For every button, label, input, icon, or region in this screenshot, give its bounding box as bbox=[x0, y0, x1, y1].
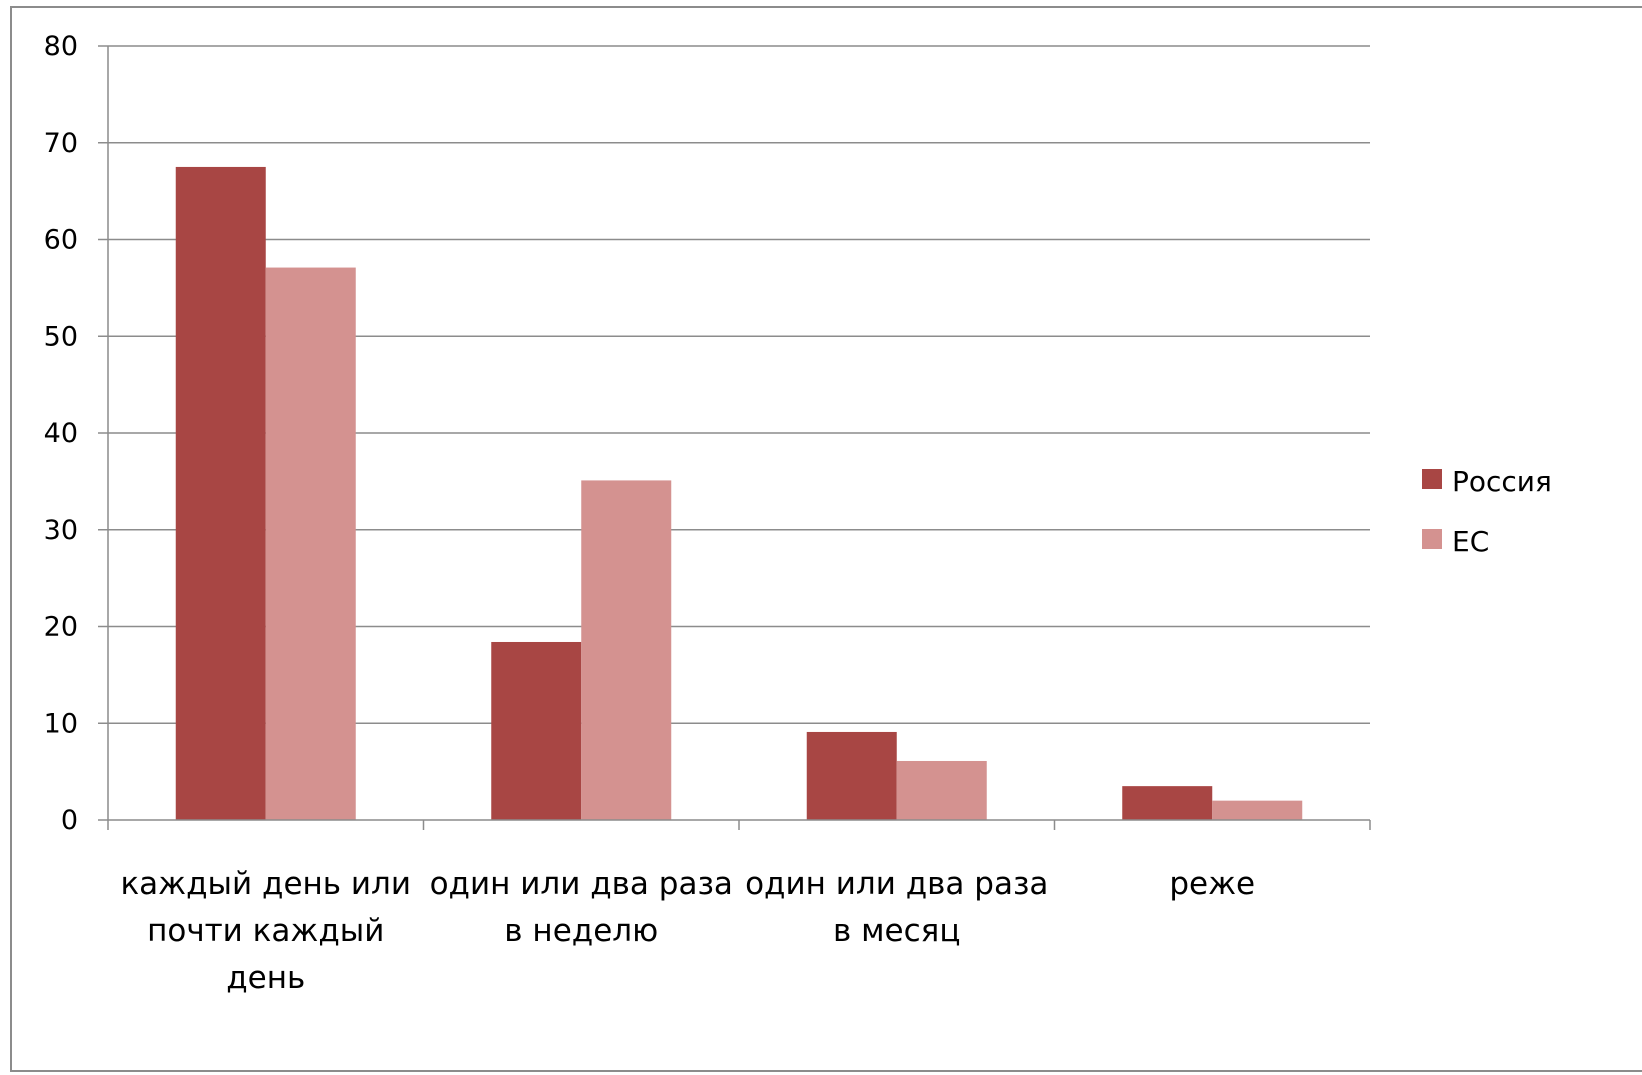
y-tick-label: 0 bbox=[61, 805, 78, 836]
legend-label-russia: Россия bbox=[1452, 465, 1552, 498]
bar-eu-2 bbox=[896, 760, 987, 820]
bar-eu-3 bbox=[1212, 800, 1303, 820]
y-tick-label: 40 bbox=[44, 418, 78, 449]
category-label: один или два раза bbox=[430, 866, 733, 902]
category-label: день bbox=[226, 960, 305, 996]
y-tick-label: 10 bbox=[44, 708, 78, 739]
bars bbox=[175, 166, 1303, 820]
category-label: в месяц bbox=[833, 913, 960, 949]
y-tick-label: 30 bbox=[44, 515, 78, 546]
category-label: каждый день или bbox=[120, 866, 411, 902]
y-tick-label: 60 bbox=[44, 225, 78, 256]
bar-eu-1 bbox=[581, 480, 672, 820]
y-tick-label: 70 bbox=[44, 128, 78, 159]
axes bbox=[98, 45, 1371, 830]
bar-russia-3 bbox=[1122, 786, 1213, 820]
y-tick-label: 50 bbox=[44, 321, 78, 352]
y-tick-labels: 0 10 20 30 40 50 60 70 80 bbox=[44, 31, 78, 836]
bar-russia-0 bbox=[175, 166, 266, 820]
legend-swatch-eu bbox=[1422, 529, 1442, 549]
legend: Россия ЕС bbox=[1422, 465, 1552, 558]
bar-eu-0 bbox=[265, 267, 356, 820]
category-label: один или два раза bbox=[745, 866, 1048, 902]
category-label: почти каждый bbox=[147, 913, 384, 949]
y-tick-label: 80 bbox=[44, 31, 78, 62]
category-label: реже bbox=[1169, 866, 1255, 902]
category-label: в неделю bbox=[504, 913, 658, 949]
category-labels: каждый день или почти каждый день один или … bbox=[120, 866, 1255, 996]
legend-swatch-russia bbox=[1422, 469, 1442, 489]
legend-label-eu: ЕС bbox=[1452, 525, 1489, 558]
bar-russia-1 bbox=[491, 641, 582, 820]
chart-frame: 0 10 20 30 40 50 60 70 80 каждый день или почти к… bbox=[10, 6, 1642, 1072]
bar-russia-2 bbox=[806, 731, 897, 820]
bar-chart: 0 10 20 30 40 50 60 70 80 каждый день или почти к… bbox=[44, 31, 1552, 996]
y-tick-label: 20 bbox=[44, 612, 78, 643]
